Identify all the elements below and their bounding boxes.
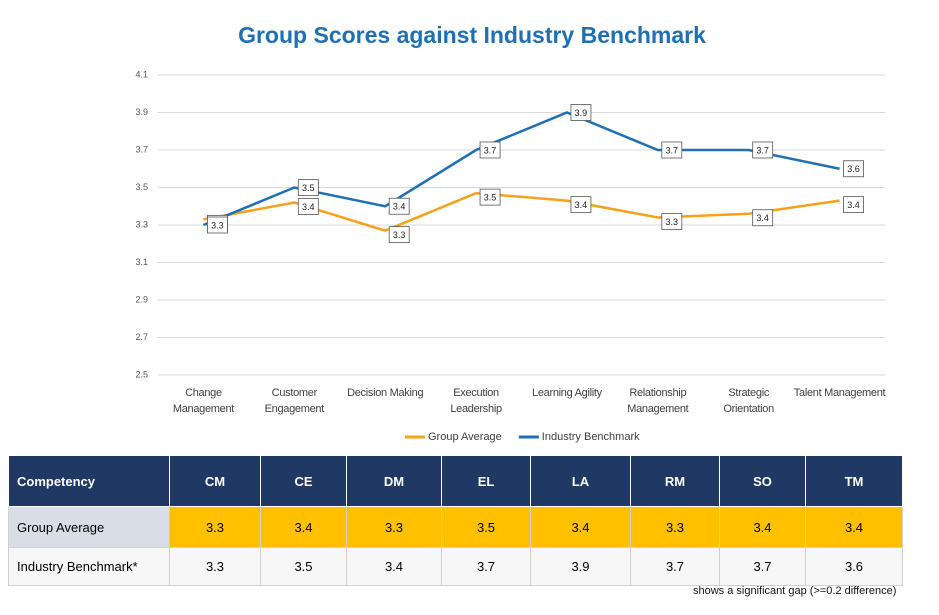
table-cell: 3.5	[260, 547, 347, 586]
x-tick-label: Decision Making	[347, 387, 424, 399]
value-label-box	[570, 104, 592, 121]
table-cell: Industry Benchmark*	[8, 547, 170, 586]
header-row: Competency CM CE DM EL LA RM SO TM	[8, 455, 903, 507]
value-label-box	[661, 141, 683, 159]
legend-label: Industry Benchmark	[542, 431, 640, 443]
value-label-box	[752, 209, 774, 227]
header-cell: Competency	[8, 455, 170, 507]
value-label-box	[479, 141, 501, 159]
value-label: 3.5	[484, 193, 497, 203]
score-table: Competency CM CE DM EL LA RM SO TM Group Average 3…	[8, 455, 903, 586]
x-tick-label: Change Management	[172, 387, 235, 415]
table-row: Industry Benchmark* 3.3 3.5 3.4 3.7 3.9 3.7 3.7…	[8, 547, 903, 586]
table-cell: 3.3	[169, 506, 261, 548]
table-cell: 3.4	[260, 506, 347, 548]
x-tick-label: Relationship Management	[627, 387, 689, 415]
value-label: 3.4	[575, 200, 588, 210]
y-tick-label: 4.1	[135, 69, 148, 79]
table-cell: 3.4	[719, 506, 806, 548]
value-label-box	[843, 196, 864, 214]
header-cell: CM	[169, 455, 261, 507]
value-label: 3.7	[666, 145, 679, 155]
table-cell: 3.7	[441, 547, 531, 586]
y-tick-label: 3.5	[135, 182, 148, 192]
value-label: 3.9	[575, 108, 588, 118]
value-label-box	[297, 179, 319, 196]
y-tick-label: 3.7	[135, 144, 148, 154]
table-row: Group Average 3.3 3.4 3.3 3.5 3.4 3.3 3.4 3.4	[8, 506, 903, 548]
header-cell: RM	[630, 455, 720, 507]
value-label-box	[752, 141, 774, 159]
value-label-box	[570, 196, 592, 214]
header-cell: CE	[260, 455, 347, 507]
value-label-box	[207, 216, 228, 234]
value-label-box	[388, 197, 410, 215]
header-cell: EL	[441, 455, 531, 507]
table-cell: 3.3	[169, 547, 261, 586]
x-tick-label: Talent Management	[793, 387, 886, 399]
header-cell: DM	[346, 455, 442, 507]
y-tick-label: 3.9	[135, 107, 148, 117]
footnote: shows a significant gap (>=0.2 differenc…	[693, 585, 897, 597]
y-tick-label: 2.5	[135, 369, 148, 379]
x-tick-label: Learning Agility	[532, 387, 602, 399]
chart-title: Group Scores against Industry Benchmark	[238, 22, 706, 48]
table-cell: 3.4	[346, 547, 442, 586]
value-label-box	[297, 198, 319, 215]
value-label-box	[843, 160, 864, 178]
header-cell: TM	[805, 455, 903, 507]
x-tick-label: Customer Engagement	[264, 387, 325, 415]
value-label-box	[479, 188, 501, 206]
value-label: 3.7	[756, 145, 769, 155]
value-label: 3.3	[666, 217, 679, 227]
table-cell: 3.4	[530, 506, 631, 548]
value-label: 3.4	[847, 200, 860, 210]
table-cell: 3.9	[530, 547, 631, 586]
value-label-box	[661, 213, 683, 230]
table-cell: 3.4	[805, 506, 903, 548]
table-cell: Group Average	[8, 506, 170, 548]
table-cell: 3.7	[630, 547, 720, 586]
legend-label: Group Average	[428, 431, 502, 443]
value-label: 3.5	[302, 183, 315, 193]
table-cell: 3.6	[805, 547, 903, 586]
y-tick-label: 2.9	[135, 294, 148, 304]
value-label: 3.3	[393, 230, 406, 240]
header-cell: LA	[530, 455, 631, 507]
table-cell: 3.7	[719, 547, 806, 586]
value-label-box	[388, 226, 410, 244]
y-tick-label: 3.1	[135, 257, 148, 267]
table-cell: 3.3	[346, 506, 442, 548]
value-label: 3.7	[484, 145, 497, 155]
y-tick-label: 3.3	[135, 219, 148, 229]
table-cell: 3.3	[630, 506, 720, 548]
value-label: 3.4	[302, 202, 315, 212]
value-label: 3.3	[211, 220, 224, 230]
x-tick-label: Execution Leadership	[450, 387, 502, 415]
value-label: 3.4	[393, 202, 406, 212]
table-cell: 3.5	[441, 506, 531, 548]
value-label: 3.6	[847, 164, 860, 174]
value-label: 3.4	[756, 213, 769, 223]
header-cell: SO	[719, 455, 806, 507]
x-tick-label: Strategic Orientation	[723, 387, 774, 415]
y-tick-label: 2.7	[135, 332, 148, 342]
